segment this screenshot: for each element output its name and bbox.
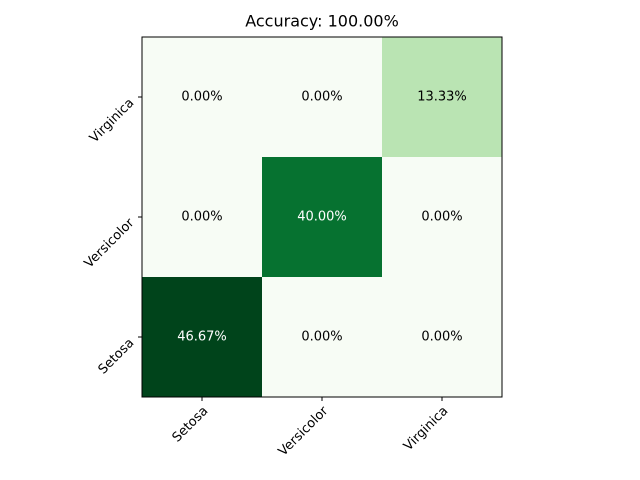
heatmap-cell [262,157,382,277]
heatmap-cell [382,37,502,157]
cell-label: 0.00% [301,330,342,345]
x-tick-label: Setosa [170,404,212,446]
x-tick-label: Virginica [401,404,451,454]
heatmap-cell [142,157,262,277]
y-tick-label: Setosa [96,336,138,378]
cell-label: 0.00% [421,330,462,345]
heatmap-cell [262,277,382,397]
chart-title: Accuracy: 100.00% [245,12,399,31]
x-tick-label: Versicolor [276,403,332,459]
cell-label: 0.00% [421,210,462,225]
heatmap-cell [142,277,262,397]
cell-label: 0.00% [301,90,342,105]
y-tick-label: Versicolor [82,215,138,271]
heatmap-cell [142,37,262,157]
cell-label: 0.00% [181,210,222,225]
heatmap-cell [382,157,502,277]
cell-label: 46.67% [177,330,227,345]
heatmap-cell [382,277,502,397]
cell-label: 40.00% [297,210,347,225]
heatmap-cell [262,37,382,157]
cell-label: 0.00% [181,90,222,105]
cell-label: 13.33% [417,90,467,105]
y-tick-label: Virginica [87,96,137,146]
